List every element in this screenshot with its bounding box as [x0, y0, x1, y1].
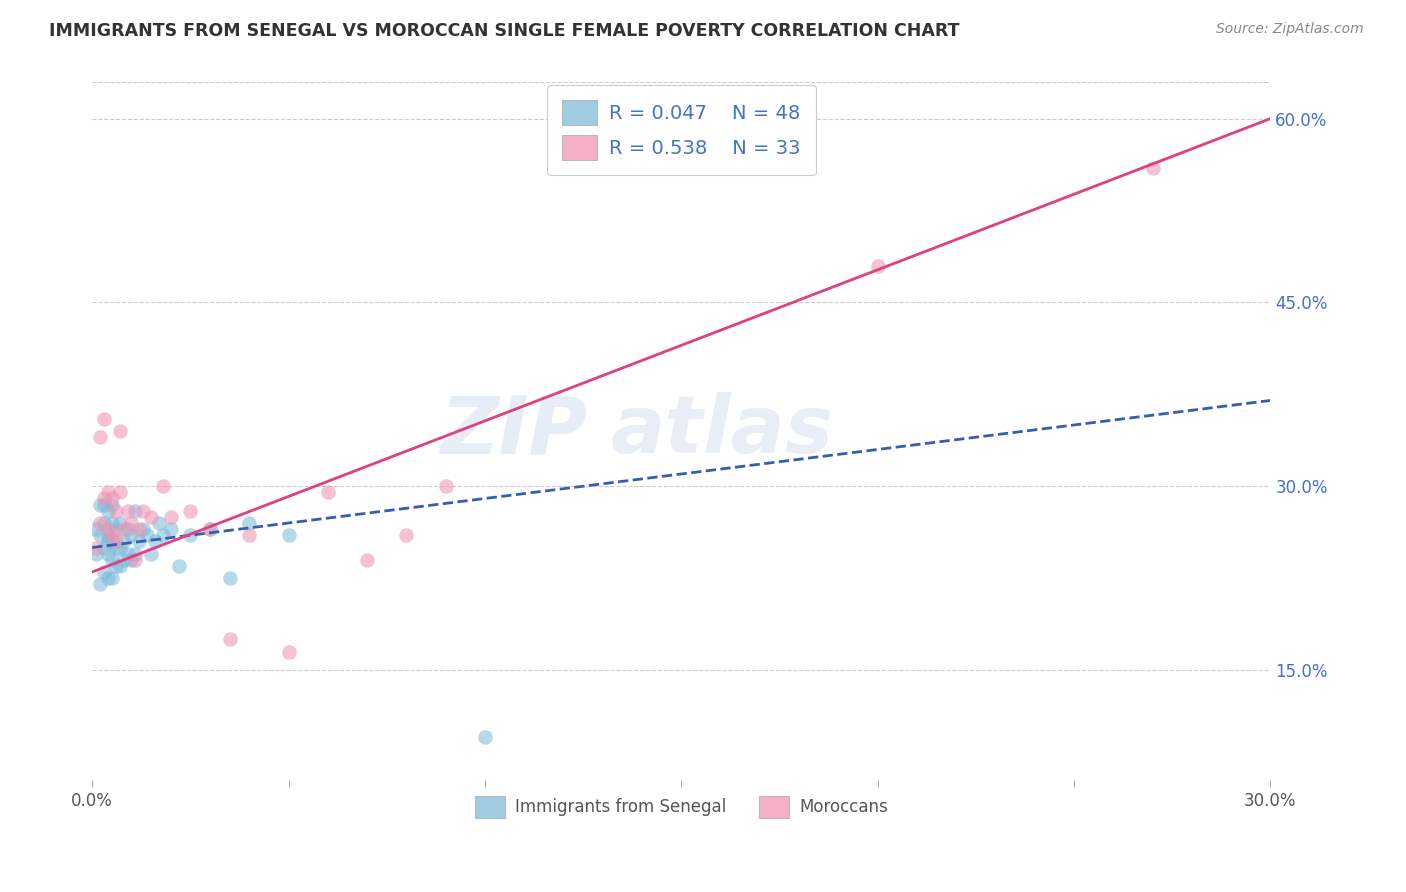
Point: [112, 553, 135, 567]
Point: [866, 259, 889, 273]
Point: [117, 547, 139, 561]
Point: [474, 731, 496, 745]
Point: [104, 504, 127, 518]
Point: [108, 558, 131, 573]
Point: [148, 516, 170, 530]
Point: [120, 516, 142, 530]
Point: [124, 553, 146, 567]
Legend: Immigrants from Senegal, Moroccans: Immigrants from Senegal, Moroccans: [468, 789, 894, 824]
Point: [89, 498, 111, 512]
Point: [159, 522, 181, 536]
Point: [97, 528, 120, 542]
Point: [124, 547, 146, 561]
Point: [101, 491, 124, 506]
Text: ZIP: ZIP: [440, 392, 588, 470]
Point: [101, 498, 124, 512]
Point: [97, 485, 120, 500]
Point: [104, 558, 127, 573]
Point: [167, 558, 190, 573]
Point: [136, 528, 159, 542]
Point: [139, 509, 162, 524]
Point: [117, 504, 139, 518]
Point: [93, 412, 115, 426]
Point: [101, 553, 124, 567]
Point: [101, 571, 124, 585]
Point: [93, 565, 115, 579]
Point: [101, 528, 124, 542]
Point: [104, 534, 127, 549]
Point: [112, 522, 135, 536]
Point: [93, 541, 115, 555]
Point: [139, 547, 162, 561]
Point: [89, 577, 111, 591]
Point: [179, 504, 201, 518]
Point: [132, 522, 155, 536]
Point: [198, 522, 221, 536]
Point: [277, 528, 299, 542]
Point: [108, 516, 131, 530]
Point: [108, 541, 131, 555]
Point: [97, 504, 120, 518]
Point: [93, 491, 115, 506]
Point: [97, 522, 120, 536]
Point: [238, 528, 260, 542]
Point: [218, 571, 240, 585]
Point: [101, 534, 124, 549]
Point: [128, 522, 150, 536]
Point: [124, 504, 146, 518]
Point: [84, 541, 107, 555]
Point: [84, 522, 107, 536]
Point: [120, 528, 142, 542]
Point: [89, 516, 111, 530]
Point: [112, 534, 135, 549]
Point: [152, 479, 174, 493]
Point: [101, 516, 124, 530]
Point: [1142, 161, 1164, 175]
Point: [316, 485, 339, 500]
Point: [159, 509, 181, 524]
Point: [89, 430, 111, 444]
Point: [117, 522, 139, 536]
Point: [152, 528, 174, 542]
Point: [108, 424, 131, 438]
Point: [93, 498, 115, 512]
Point: [104, 522, 127, 536]
Point: [120, 553, 142, 567]
Point: [198, 522, 221, 536]
Text: IMMIGRANTS FROM SENEGAL VS MOROCCAN SINGLE FEMALE POVERTY CORRELATION CHART: IMMIGRANTS FROM SENEGAL VS MOROCCAN SING…: [49, 22, 960, 40]
Point: [395, 528, 418, 542]
Point: [89, 528, 111, 542]
Point: [108, 485, 131, 500]
Point: [356, 553, 378, 567]
Point: [97, 547, 120, 561]
Point: [218, 632, 240, 647]
Point: [277, 645, 299, 659]
Point: [132, 504, 155, 518]
Point: [97, 534, 120, 549]
Point: [93, 516, 115, 530]
Point: [97, 571, 120, 585]
Text: Source: ZipAtlas.com: Source: ZipAtlas.com: [1216, 22, 1364, 37]
Point: [238, 516, 260, 530]
Point: [104, 541, 127, 555]
Point: [84, 547, 107, 561]
Point: [143, 534, 166, 549]
Point: [434, 479, 457, 493]
Text: atlas: atlas: [610, 392, 834, 470]
Point: [179, 528, 201, 542]
Point: [128, 534, 150, 549]
